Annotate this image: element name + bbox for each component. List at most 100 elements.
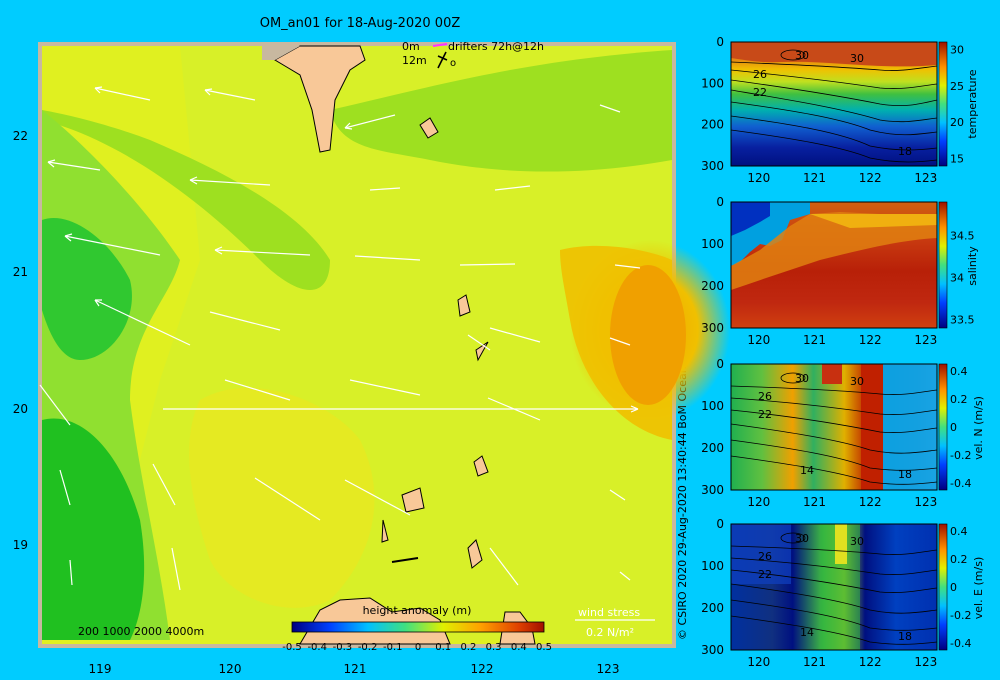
section-ytick: 100 (701, 76, 724, 90)
temperature-contour-labels: 30 30 26 22 18 (753, 49, 912, 158)
map-xtick: 123 (597, 662, 620, 676)
colorbar-tick-label: 0.2 (950, 393, 968, 406)
map-xtick: 120 (219, 662, 242, 676)
veln-surface-patch (822, 364, 842, 384)
vele-contours (730, 532, 938, 645)
colorbar-title: height anomaly (m) (363, 604, 472, 617)
drifter-row1-depth: 0m (402, 40, 420, 53)
vele-colorbar (938, 523, 948, 651)
wind-stress-label: wind stress (578, 606, 640, 619)
salinity-label: salinity (966, 246, 979, 286)
map-xtick: 122 (471, 662, 494, 676)
colorbar-tick-label: -0.4 (950, 637, 971, 650)
section-ytick: 300 (701, 643, 724, 657)
temperature-contours (730, 49, 938, 163)
contour-label: 26 (758, 550, 772, 563)
section-xtick: 123 (914, 333, 937, 347)
contour-label: 30 (795, 372, 809, 385)
map-west-band (42, 110, 330, 290)
section-xtick: 122 (859, 333, 882, 347)
contour-label: 30 (795, 49, 809, 62)
veln-label: vel. N (m/s) (972, 396, 985, 460)
panel-temperature: 30 30 26 22 18 temperature (730, 41, 979, 167)
contour-label: 30 (850, 375, 864, 388)
salinity-mid-band (731, 212, 937, 290)
section-ytick: 200 (701, 441, 724, 455)
island-4 (473, 455, 489, 477)
temperature-frame (730, 41, 938, 167)
island-5 (401, 487, 425, 513)
colorbar-tick-label: 0.3 (486, 642, 502, 653)
temperature-colorbar (938, 41, 948, 167)
map-east-core (610, 265, 686, 405)
colorbar-tick-label: -0.2 (950, 609, 971, 622)
section-ytick: 300 (701, 321, 724, 335)
veln-contour-labels: 30 30 26 22 14 18 (758, 372, 912, 481)
map-ytick: 22 (13, 129, 28, 143)
veln-contours (730, 372, 938, 485)
colorbar-tick-label: 0.4 (511, 642, 527, 653)
chart-title: OM_an01 for 18-Aug-2020 00Z (259, 16, 461, 31)
vele-label: vel. E (m/s) (972, 557, 985, 620)
colorbar-tick-label: -0.4 (950, 477, 971, 490)
colorbar-tick-label: 0.4 (950, 365, 968, 378)
temperature-top-layer (731, 42, 937, 67)
veln-colorbar (938, 363, 948, 491)
section-xtick: 122 (859, 655, 882, 669)
colorbar-tick-label: 25 (950, 80, 964, 93)
section-xtick: 121 (803, 171, 826, 185)
section-ytick: 200 (701, 118, 724, 132)
wind-arrows (39, 86, 641, 591)
panel-vel-n: 30 30 26 22 14 18 vel. N (m/s) (730, 363, 985, 491)
section-xtick: 120 (747, 495, 770, 509)
contour-label: 30 (850, 535, 864, 548)
section-xtick: 121 (803, 495, 826, 509)
colorbar-tick-label: -0.5 (282, 642, 302, 653)
colorbar-tick-label: 0.2 (460, 642, 476, 653)
section-ytick: 300 (701, 483, 724, 497)
colorbar-tick-label: -0.2 (358, 642, 378, 653)
map-central-pool (189, 387, 375, 608)
bathymetry-legend: 200 1000 2000 4000m (78, 625, 204, 638)
map-ne-band (330, 50, 672, 172)
island-8 (391, 557, 419, 563)
section-ytick: 300 (701, 159, 724, 173)
island-2 (457, 294, 471, 317)
section-xtick: 123 (914, 495, 937, 509)
panel-salinity: salinity (730, 201, 979, 329)
island-7 (467, 539, 483, 569)
contour-label: 30 (850, 52, 864, 65)
map-axes: 119 120 121 122 123 19 20 21 22 (13, 129, 620, 676)
island-1 (419, 117, 439, 139)
colorbar-tick-label: 0.1 (435, 642, 451, 653)
colorbar-tick-label: 20 (950, 116, 964, 129)
drifter-row1-text: drifters 72h@12h (448, 40, 544, 53)
drifter-row2-marker: o (450, 58, 456, 69)
veln-frame (730, 363, 938, 491)
section-xtick: 121 (803, 333, 826, 347)
colorbar-tick-label: -0.4 (307, 642, 327, 653)
colorbar-ticks: -0.5 -0.4 -0.3 -0.2 -0.1 0 0.1 0.2 0.3 0.4 0.5 (282, 642, 552, 653)
section-ytick: 100 (701, 237, 724, 251)
salinity-colorbar (938, 201, 948, 329)
colorbar-tick-label: 15 (950, 153, 964, 166)
contour-label: 26 (758, 390, 772, 403)
colorbar-tick-label: 0.5 (536, 642, 552, 653)
section-ytick: 0 (716, 517, 724, 531)
vele-contour-labels: 30 30 26 22 14 18 (758, 532, 912, 643)
section-ytick: 0 (716, 195, 724, 209)
section-xtick: 120 (747, 655, 770, 669)
map-xtick: 121 (344, 662, 367, 676)
map-panel: wind stress 0.2 N/m² 200 1000 2000 4000m… (13, 40, 730, 676)
vele-frame (730, 523, 938, 651)
map-ytick: 19 (13, 538, 28, 552)
section-xtick: 122 (859, 171, 882, 185)
section-xtick: 123 (914, 171, 937, 185)
drifter-row2-depth: 12m (402, 54, 427, 67)
colorbar-tick-label: -0.2 (950, 449, 971, 462)
panel-vel-e: 30 30 26 22 14 18 vel. E (m/s) (730, 523, 985, 651)
vele-surface-yellow (835, 524, 847, 564)
section-ytick: 200 (701, 279, 724, 293)
section-ytick: 100 (701, 559, 724, 573)
